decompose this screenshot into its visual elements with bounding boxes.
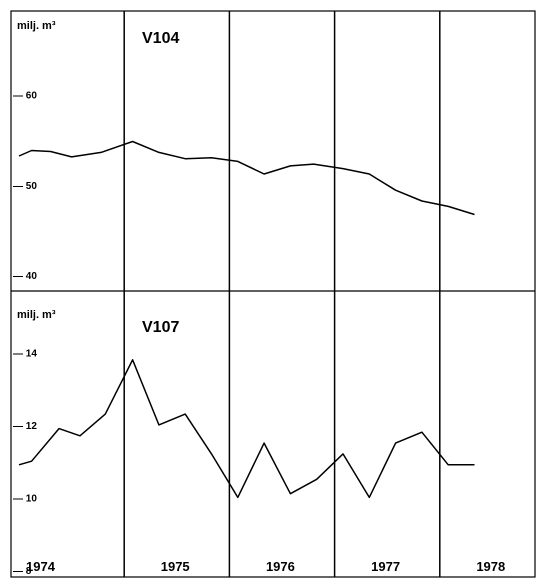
y-unit-label: milj. m³ <box>17 309 56 321</box>
x-year-labels: 1974 1975 1976 1977 1978 <box>26 559 505 574</box>
panel-title: V104 <box>142 30 179 47</box>
y-unit-label: milj. m³ <box>17 20 56 32</box>
x-year-label: 1978 <box>476 559 505 574</box>
y-tick-label: — 50 <box>13 181 37 192</box>
panel-v107: milj. m³ V107 — 8— 10— 12— 14 1974 1975 19… <box>13 291 505 577</box>
panel-title: V107 <box>142 319 179 336</box>
y-tick-label: — 60 <box>13 91 37 102</box>
y-tick-label: — 10 <box>13 493 37 504</box>
year-dividers <box>123 291 441 577</box>
x-year-label: 1975 <box>161 559 190 574</box>
x-year-label: 1977 <box>371 559 400 574</box>
x-year-label: 1976 <box>266 559 295 574</box>
panel-v104: milj. m³ V104 — 40 — 50 — 60 <box>13 11 475 291</box>
y-tick-label: — 14 <box>13 349 37 360</box>
y-tick-label: — 12 <box>13 421 37 432</box>
series-line-v107 <box>18 359 475 499</box>
x-year-label: 1974 <box>26 559 56 574</box>
series-line-v104 <box>18 140 475 216</box>
y-tick-label: — 8 <box>13 566 32 577</box>
y-tick-labels: — 40 — 50 — 60 <box>13 91 37 282</box>
year-dividers <box>123 11 441 291</box>
y-tick-label: — 40 <box>13 271 37 282</box>
figure-frame <box>10 10 536 578</box>
y-tick-labels: — 8 — 10 — 12 — 14 <box>13 349 37 577</box>
